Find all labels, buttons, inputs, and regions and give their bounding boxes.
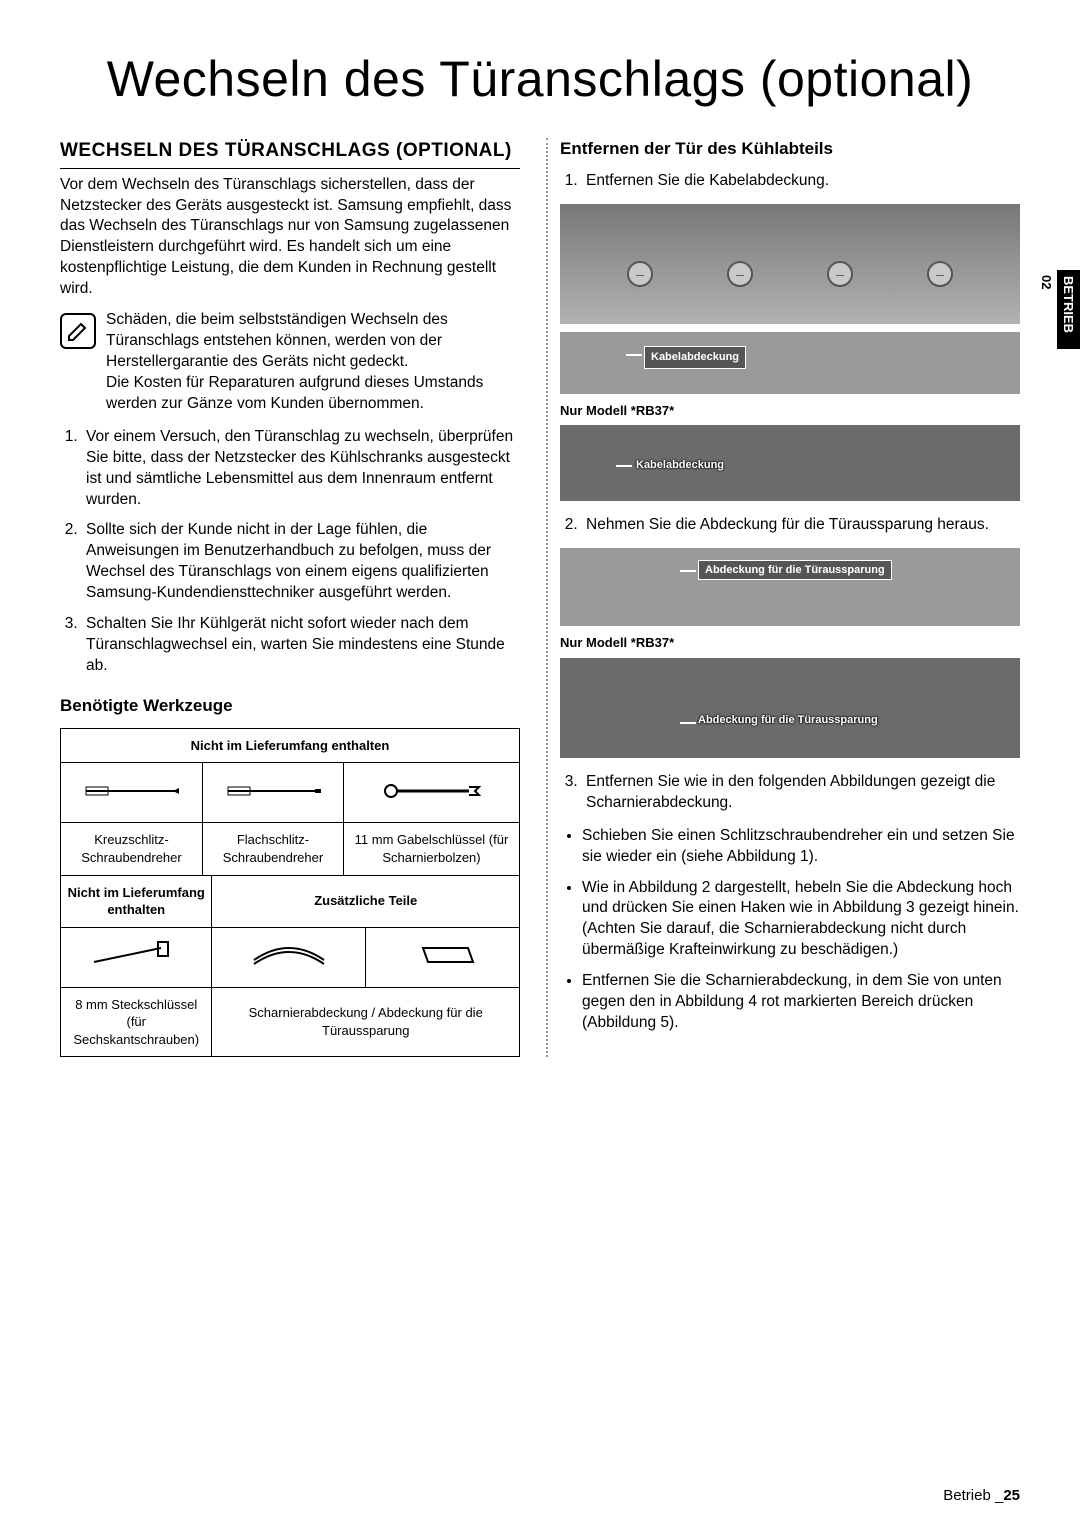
note-text: Schäden, die beim selbstständigen Wechse… [106, 310, 520, 415]
section-heading-right: Entfernen der Tür des Kühlabteils [560, 138, 1020, 161]
tool-label: Scharnierabdeckung / Abdeckung für die T… [212, 987, 520, 1057]
tool-image-hinge-cover [212, 927, 366, 987]
list-item: Nehmen Sie die Abdeckung für die Türauss… [582, 515, 1020, 536]
right-steps-2: Nehmen Sie die Abdeckung für die Türauss… [560, 515, 1020, 536]
figure-rb37-cable-cover: Kabelabdeckung [560, 425, 1020, 501]
tools-header-2b: Zusätzliche Teile [212, 875, 520, 927]
tool-image-wrench [343, 763, 519, 823]
tool-image-phillips [61, 763, 203, 823]
tool-label: Kreuzschlitz-Schraubendreher [61, 823, 203, 875]
model-note-2: Nur Modell *RB37* [560, 634, 1020, 652]
list-item: Schalten Sie Ihr Kühlgerät nicht sofort … [82, 614, 520, 677]
figure-label-kabel: Kabelabdeckung [644, 346, 746, 369]
tools-header-2a: Nicht im Lieferumfang enthalten [61, 875, 212, 927]
figure-label-abdeckung-2: Abdeckung für die Türaussparung [698, 714, 878, 726]
pencil-note-icon [66, 319, 90, 343]
figure-label-abdeckung: Abdeckung für die Türaussparung [698, 560, 892, 580]
note-line-2: Die Kosten für Reparaturen aufgrund dies… [106, 374, 483, 412]
list-item: Entfernen Sie die Scharnierabdeckung, in… [582, 971, 1020, 1034]
tool-image-flathead [202, 763, 343, 823]
figure-cable-cover-hand: Kabelabdeckung [560, 332, 1020, 394]
model-note-1: Nur Modell *RB37* [560, 402, 1020, 420]
note-line-1: Schäden, die beim selbstständigen Wechse… [106, 311, 448, 370]
tools-table-1: Nicht im Lieferumfang enthalten Kreuzsch… [60, 728, 520, 876]
right-column: Entfernen der Tür des Kühlabteils Entfer… [546, 138, 1020, 1057]
tool-image-socket [61, 927, 212, 987]
content-columns: WECHSELN DES TÜRANSCHLAGS (OPTIONAL) Vor… [60, 138, 1020, 1057]
tool-label: 11 mm Gabelschlüssel (für Scharnierbolze… [343, 823, 519, 875]
tools-table-2: Nicht im Lieferumfang enthalten Zusätzli… [60, 875, 520, 1058]
figure-label-kabel-2: Kabelabdeckung [636, 458, 724, 473]
intro-paragraph: Vor dem Wechseln des Türanschlags sicher… [60, 175, 520, 301]
footer-page-number: 25 [1003, 1487, 1020, 1504]
figure-rb37-gap-cover: Abdeckung für die Türaussparung [560, 658, 1020, 758]
warranty-note: Schäden, die beim selbstständigen Wechse… [60, 310, 520, 415]
list-item: Vor einem Versuch, den Türanschlag zu we… [82, 427, 520, 511]
section-heading-left: WECHSELN DES TÜRANSCHLAGS (OPTIONAL) [60, 138, 520, 169]
list-item: Entfernen Sie wie in den folgenden Abbil… [582, 772, 1020, 814]
left-column: WECHSELN DES TÜRANSCHLAGS (OPTIONAL) Vor… [60, 138, 526, 1057]
figure-gap-cover: Abdeckung für die Türaussparung [560, 548, 1020, 626]
page-title: Wechseln des Türanschlags (optional) [60, 50, 1020, 108]
figure-cable-cover-top: –––– [560, 204, 1020, 324]
tools-header-1: Nicht im Lieferumfang enthalten [61, 728, 520, 763]
tool-label: Flachschlitz-Schraubendreher [202, 823, 343, 875]
right-steps-3: Entfernen Sie wie in den folgenden Abbil… [560, 772, 1020, 814]
tool-image-gap-cover [366, 927, 520, 987]
footer-section-name: Betrieb [943, 1487, 991, 1504]
list-item: Wie in Abbildung 2 dargestellt, hebeln S… [582, 878, 1020, 962]
list-item: Sollte sich der Kunde nicht in der Lage … [82, 520, 520, 604]
tool-label: 8 mm Steckschlüssel (für Sechskantschrau… [61, 987, 212, 1057]
side-tab: BETRIEB [1057, 270, 1080, 349]
side-tab-number: 02 [1039, 275, 1054, 289]
right-bullets: Schieben Sie einen Schlitzschraubendrehe… [560, 826, 1020, 1034]
tools-heading: Benötigte Werkzeuge [60, 695, 520, 718]
screw-icons: –––– [560, 261, 1020, 287]
list-item: Entfernen Sie die Kabelabdeckung. [582, 171, 1020, 192]
note-icon [60, 313, 96, 349]
pre-steps-list: Vor einem Versuch, den Türanschlag zu we… [60, 427, 520, 677]
page-footer: Betrieb _25 [943, 1487, 1020, 1504]
right-steps: Entfernen Sie die Kabelabdeckung. [560, 171, 1020, 192]
list-item: Schieben Sie einen Schlitzschraubendrehe… [582, 826, 1020, 868]
